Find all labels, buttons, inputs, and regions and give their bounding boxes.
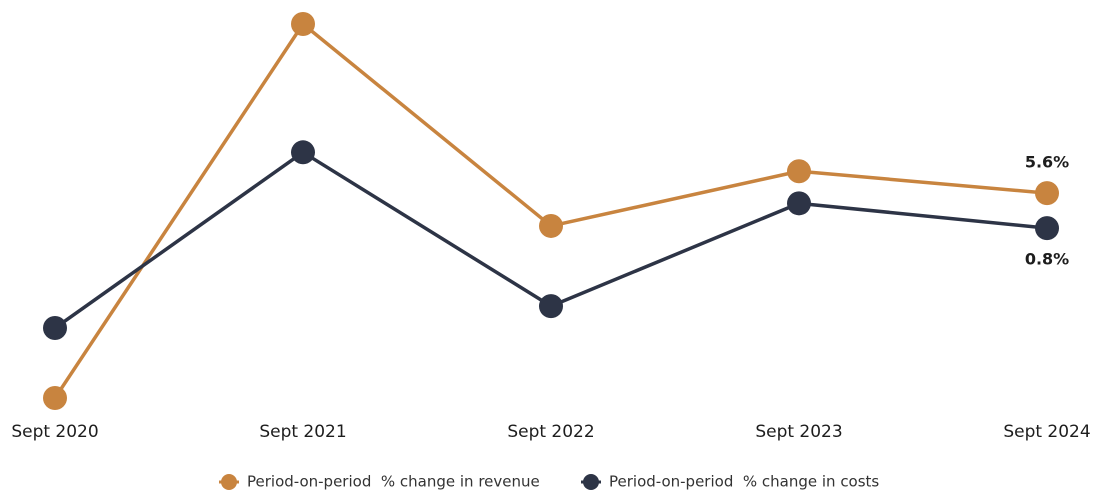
point [1035, 216, 1059, 241]
point [291, 140, 315, 165]
series-line [53, 22, 1048, 399]
point [43, 386, 67, 410]
point [43, 316, 67, 341]
x-tick-label: Sept 2024 [1003, 422, 1090, 442]
value-label: 0.8% [1025, 250, 1069, 269]
x-tick-label: Sept 2022 [507, 422, 594, 442]
point [787, 159, 811, 184]
legend-marker [221, 474, 237, 490]
legend-label: Period-on-period % change in revenue [247, 473, 540, 491]
point [787, 191, 811, 216]
value-label: 5.6% [1025, 153, 1069, 172]
legend-marker [583, 474, 599, 490]
x-tick-label: Sept 2023 [755, 422, 842, 442]
point [539, 294, 563, 319]
x-tick-label: Sept 2021 [259, 422, 346, 442]
x-tick-label: Sept 2020 [11, 422, 98, 442]
point [291, 12, 315, 36]
legend-label: Period-on-period % change in costs [609, 473, 879, 491]
point [539, 213, 563, 238]
point [1035, 181, 1059, 206]
